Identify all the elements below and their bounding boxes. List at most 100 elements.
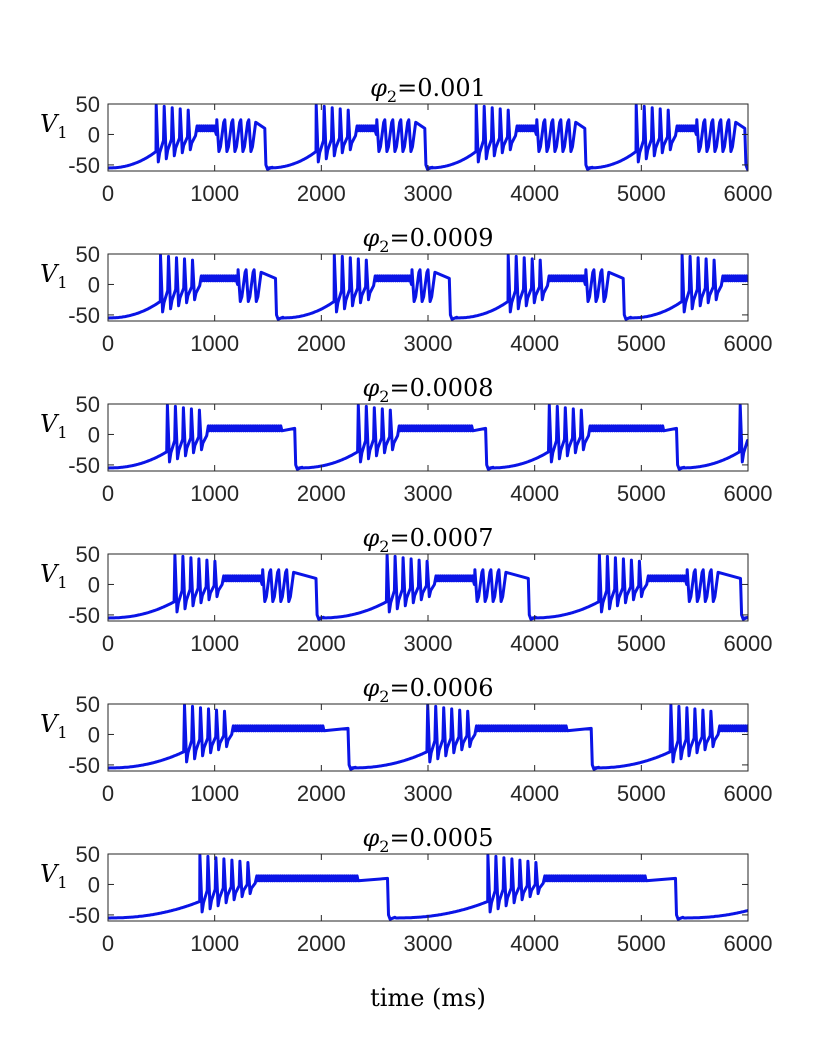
axes-box (107, 403, 749, 472)
y-tick-label: 50 (76, 92, 100, 117)
phi-symbol: φ (362, 824, 379, 852)
x-tick-label: 3000 (404, 331, 453, 356)
y-axis-subscript: 1 (57, 573, 67, 592)
y-axis-symbol: V (40, 110, 60, 138)
phi-symbol: φ (362, 524, 379, 552)
x-tick-label: 5000 (617, 331, 666, 356)
y-tick-label: -50 (68, 453, 100, 478)
y-axis-label: V1 (40, 860, 68, 892)
x-tick-label: 2000 (297, 631, 346, 656)
x-tick-label: 4000 (510, 481, 559, 506)
x-tick-label: 2000 (297, 181, 346, 206)
x-tick-label: 5000 (617, 481, 666, 506)
x-tick-label: 5000 (617, 931, 666, 956)
y-axis-symbol: V (40, 560, 60, 588)
y-tick-label: 50 (76, 392, 100, 417)
x-tick-label: 4000 (510, 631, 559, 656)
y-axis-symbol: V (40, 410, 60, 438)
voltage-trace (108, 853, 748, 921)
y-tick-label: 50 (76, 542, 100, 567)
x-tick-label: 1000 (190, 931, 239, 956)
y-axis-label: V1 (40, 710, 68, 742)
phi-subscript: 2 (379, 837, 389, 856)
y-tick-label: 50 (76, 692, 100, 717)
x-tick-label: 6000 (724, 331, 773, 356)
phi-value: =0.0008 (389, 374, 493, 402)
x-tick-label: 2000 (297, 781, 346, 806)
y-tick-label: 0 (88, 722, 100, 747)
x-tick-label: 2000 (297, 931, 346, 956)
y-tick-label: -50 (68, 153, 100, 178)
x-axis-label: time (ms) (370, 984, 486, 1012)
y-axis-subscript: 1 (57, 723, 67, 742)
y-tick-label: -50 (68, 903, 100, 928)
y-tick-label: 0 (88, 122, 100, 147)
x-tick-label: 4000 (510, 931, 559, 956)
panel-title: φ2=0.0008 (362, 374, 493, 406)
x-tick-label: 2000 (297, 481, 346, 506)
phi-symbol: φ (362, 374, 379, 402)
phi-subscript: 2 (379, 387, 389, 406)
panel-title: φ2=0.0007 (362, 524, 493, 556)
y-axis-symbol: V (40, 260, 60, 288)
x-tick-label: 2000 (297, 331, 346, 356)
x-tick-label: 1000 (190, 481, 239, 506)
x-tick-label: 0 (102, 181, 114, 206)
y-axis-symbol: V (40, 710, 60, 738)
x-tick-label: 3000 (404, 631, 453, 656)
phi-value: =0.0005 (389, 824, 493, 852)
x-tick-label: 3000 (404, 931, 453, 956)
x-tick-label: 0 (102, 931, 114, 956)
x-tick-label: 4000 (510, 331, 559, 356)
phi-value: =0.0007 (389, 524, 493, 552)
y-tick-label: 50 (76, 842, 100, 867)
y-axis-label: V1 (40, 260, 68, 292)
x-tick-label: 4000 (510, 781, 559, 806)
y-axis-subscript: 1 (57, 273, 67, 292)
axes-box (107, 853, 749, 922)
phi-subscript: 2 (379, 687, 389, 706)
voltage-trace (108, 103, 748, 171)
y-axis-label: V1 (40, 110, 68, 142)
phi-symbol: φ (370, 74, 387, 102)
y-axis-subscript: 1 (57, 873, 67, 892)
panel-title: φ2=0.0009 (362, 224, 493, 256)
y-axis-subscript: 1 (57, 123, 67, 142)
x-tick-label: 6000 (724, 631, 773, 656)
x-tick-label: 1000 (190, 631, 239, 656)
panel-title: φ2=0.0005 (362, 824, 493, 856)
x-tick-label: 3000 (404, 481, 453, 506)
x-tick-label: 3000 (404, 781, 453, 806)
x-tick-label: 0 (102, 481, 114, 506)
voltage-trace (108, 553, 748, 621)
panel-title: φ2=0.001 (370, 74, 486, 106)
y-tick-label: 0 (88, 572, 100, 597)
y-axis-symbol: V (40, 860, 60, 888)
x-tick-label: 6000 (724, 181, 773, 206)
x-tick-label: 0 (102, 781, 114, 806)
x-tick-label: 5000 (617, 631, 666, 656)
voltage-trace (108, 703, 748, 771)
x-tick-label: 0 (102, 331, 114, 356)
phi-subscript: 2 (379, 537, 389, 556)
voltage-trace (108, 403, 748, 471)
phi-subscript: 2 (379, 237, 389, 256)
y-tick-label: -50 (68, 603, 100, 628)
y-tick-label: 50 (76, 242, 100, 267)
x-tick-label: 4000 (510, 181, 559, 206)
phi-symbol: φ (362, 674, 379, 702)
x-tick-label: 1000 (190, 331, 239, 356)
panel-title: φ2=0.0006 (362, 674, 493, 706)
y-tick-label: 0 (88, 422, 100, 447)
y-tick-label: 0 (88, 872, 100, 897)
x-tick-label: 6000 (724, 481, 773, 506)
phi-symbol: φ (362, 224, 379, 252)
phi-value: =0.001 (397, 74, 486, 102)
y-tick-label: -50 (68, 753, 100, 778)
